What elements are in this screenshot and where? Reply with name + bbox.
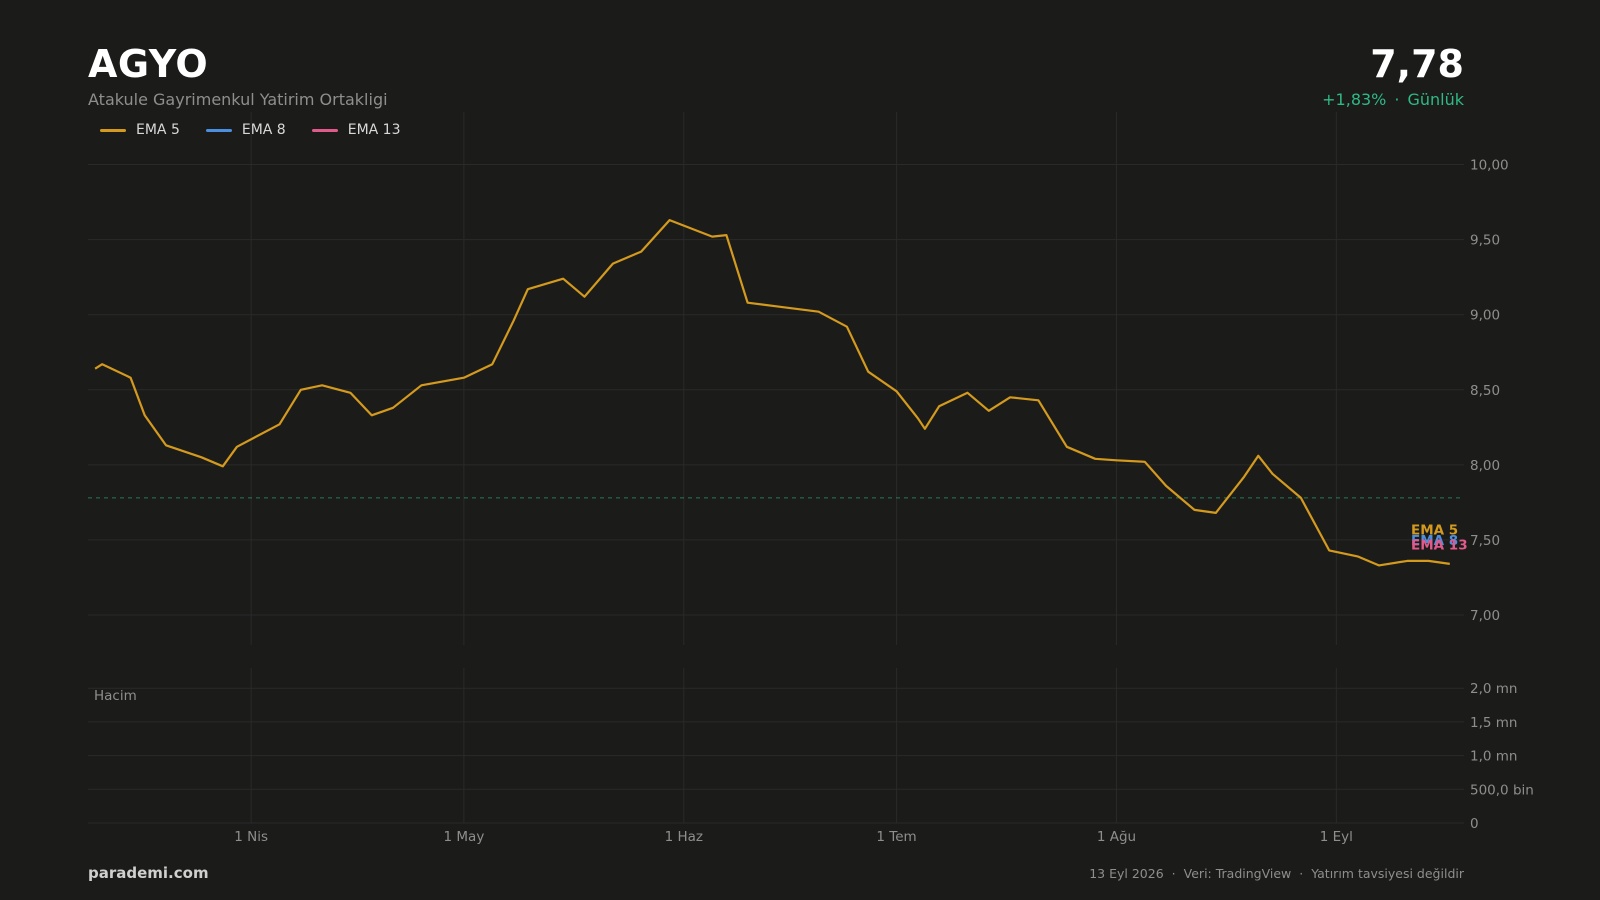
footer-brand[interactable]: parademi.com (88, 864, 209, 882)
volume-tick-label: 1,0 mn (1470, 749, 1517, 765)
legend-item-ema8[interactable]: EMA 8 (205, 122, 286, 138)
legend-item-ema5[interactable]: EMA 5 (100, 122, 180, 138)
volume-tick-label: 1,5 mn (1470, 715, 1517, 731)
price-tick-label: 7,00 (1470, 608, 1500, 624)
chart-legend: EMA 5 EMA 8 EMA 13 (100, 122, 401, 138)
price-tick-label: 8,00 (1470, 458, 1500, 474)
footer-source: Veri: TradingView (1183, 866, 1292, 881)
legend-item-ema13[interactable]: EMA 13 (311, 122, 401, 138)
footer-separator: · (1171, 866, 1176, 881)
last-price: 7,78 (1370, 42, 1464, 86)
footer-separator: · (1299, 866, 1304, 881)
price-tick-label: 9,00 (1470, 308, 1500, 324)
date-tick-label: 1 Ağu (1097, 829, 1136, 845)
ema-end-label: EMA 8 (1411, 533, 1458, 549)
legend-swatch-ema8 (205, 128, 232, 132)
company-name: Atakule Gayrimenkul Yatirim Ortakligi (88, 90, 388, 109)
price-tick-label: 7,50 (1470, 533, 1500, 549)
ema-end-label: EMA 5 (1411, 522, 1458, 538)
ticker-symbol: AGYO (88, 42, 209, 86)
timeframe-label[interactable]: Günlük (1407, 90, 1464, 109)
date-tick-label: 1 May (444, 829, 485, 845)
legend-label-ema13: EMA 13 (347, 122, 401, 138)
date-tick-label: 1 Haz (665, 829, 703, 845)
date-tick-label: 1 Tem (876, 829, 916, 845)
volume-tick-label: 2,0 mn (1470, 681, 1517, 697)
volume-tick-label: 0 (1470, 816, 1479, 832)
legend-swatch-ema13 (311, 128, 338, 132)
price-change-percent: +1,83% (1322, 90, 1387, 109)
ema-end-label: EMA 13 (1411, 537, 1468, 553)
volume-tick-label: 500,0 bin (1470, 782, 1534, 798)
footer-disclaimer: Yatırım tavsiyesi değildir (1311, 866, 1464, 881)
price-change-line: +1,83% · Günlük (1322, 90, 1464, 109)
date-tick-label: 1 Nis (234, 829, 268, 845)
date-tick-label: 1 Eyl (1320, 829, 1353, 845)
legend-swatch-ema5 (100, 128, 126, 132)
volume-panel-label: Hacim (94, 688, 137, 704)
legend-label-ema8: EMA 8 (241, 122, 286, 138)
legend-label-ema5: EMA 5 (136, 122, 180, 138)
ema-line (94, 219, 1450, 567)
footer-meta: 13 Eyl 2026 · Veri: TradingView · Yatırım ta… (1089, 866, 1464, 881)
price-tick-label: 10,00 (1470, 158, 1509, 174)
separator: · (1394, 90, 1400, 109)
price-tick-label: 8,50 (1470, 383, 1500, 399)
footer-date: 13 Eyl 2026 (1089, 866, 1164, 881)
price-tick-label: 9,50 (1470, 233, 1500, 249)
